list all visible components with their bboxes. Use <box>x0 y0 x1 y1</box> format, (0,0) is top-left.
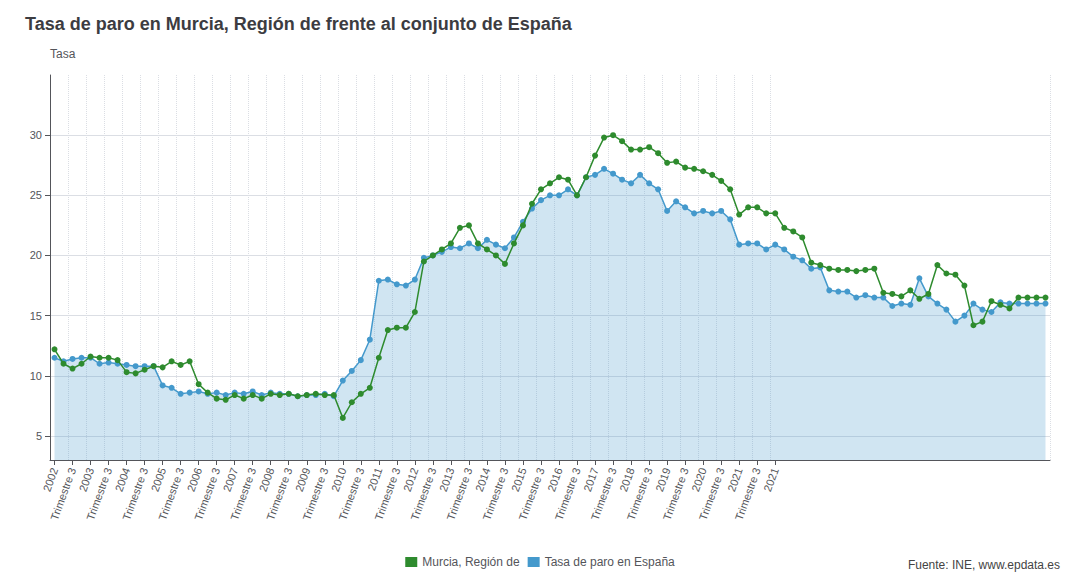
svg-text:20: 20 <box>30 249 42 261</box>
svg-text:2013: 2013 <box>437 466 457 493</box>
svg-text:Trimestre 3: Trimestre 3 <box>336 466 366 522</box>
svg-text:2006: 2006 <box>185 466 205 493</box>
svg-text:Fuente: INE, www.epdata.es: Fuente: INE, www.epdata.es <box>908 558 1060 572</box>
svg-text:Trimestre 3: Trimestre 3 <box>48 466 78 522</box>
svg-text:2019: 2019 <box>653 466 673 493</box>
svg-text:Tasa de paro en Murcia, Región: Tasa de paro en Murcia, Región de frente… <box>25 14 573 34</box>
svg-text:2021: 2021 <box>761 466 781 493</box>
svg-text:Trimestre 3: Trimestre 3 <box>84 466 114 522</box>
svg-text:2015: 2015 <box>509 466 529 493</box>
svg-text:Trimestre 3: Trimestre 3 <box>228 466 258 522</box>
svg-text:2021: 2021 <box>725 466 745 493</box>
svg-text:2005: 2005 <box>149 466 169 493</box>
svg-text:Trimestre 3: Trimestre 3 <box>408 466 438 522</box>
svg-text:Trimestre 3: Trimestre 3 <box>697 466 727 522</box>
svg-text:Trimestre 3: Trimestre 3 <box>733 466 763 522</box>
svg-text:2014: 2014 <box>473 466 493 493</box>
svg-text:10: 10 <box>30 370 42 382</box>
svg-text:Trimestre 3: Trimestre 3 <box>661 466 691 522</box>
svg-text:Trimestre 3: Trimestre 3 <box>300 466 330 522</box>
svg-text:Trimestre 3: Trimestre 3 <box>444 466 474 522</box>
svg-text:Trimestre 3: Trimestre 3 <box>372 466 402 522</box>
svg-text:5: 5 <box>36 430 42 442</box>
svg-text:2009: 2009 <box>293 466 313 493</box>
svg-text:2010: 2010 <box>329 466 349 493</box>
svg-text:Trimestre 3: Trimestre 3 <box>553 466 583 522</box>
svg-text:2020: 2020 <box>689 466 709 493</box>
svg-text:Trimestre 3: Trimestre 3 <box>480 466 510 522</box>
svg-text:2012: 2012 <box>401 466 421 493</box>
svg-text:Murcia, Región de: Murcia, Región de <box>422 555 520 569</box>
svg-text:2007: 2007 <box>221 466 241 493</box>
svg-text:2002: 2002 <box>40 466 60 493</box>
svg-text:Trimestre 3: Trimestre 3 <box>264 466 294 522</box>
svg-text:Tasa de paro en España: Tasa de paro en España <box>545 555 675 569</box>
svg-text:2003: 2003 <box>77 466 97 493</box>
svg-text:30: 30 <box>30 129 42 141</box>
svg-text:2016: 2016 <box>545 466 565 493</box>
svg-text:15: 15 <box>30 310 42 322</box>
svg-text:Tasa: Tasa <box>50 47 76 61</box>
svg-text:25: 25 <box>30 189 42 201</box>
svg-text:Trimestre 3: Trimestre 3 <box>156 466 186 522</box>
svg-text:2008: 2008 <box>257 466 277 493</box>
svg-text:Trimestre 3: Trimestre 3 <box>192 466 222 522</box>
svg-text:Trimestre 3: Trimestre 3 <box>120 466 150 522</box>
svg-text:2018: 2018 <box>617 466 637 493</box>
svg-text:2004: 2004 <box>113 466 133 493</box>
svg-text:2017: 2017 <box>581 466 601 493</box>
svg-text:Trimestre 3: Trimestre 3 <box>589 466 619 522</box>
svg-text:Trimestre 3: Trimestre 3 <box>516 466 546 522</box>
svg-text:2011: 2011 <box>365 466 384 492</box>
svg-text:Trimestre 3: Trimestre 3 <box>625 466 655 522</box>
